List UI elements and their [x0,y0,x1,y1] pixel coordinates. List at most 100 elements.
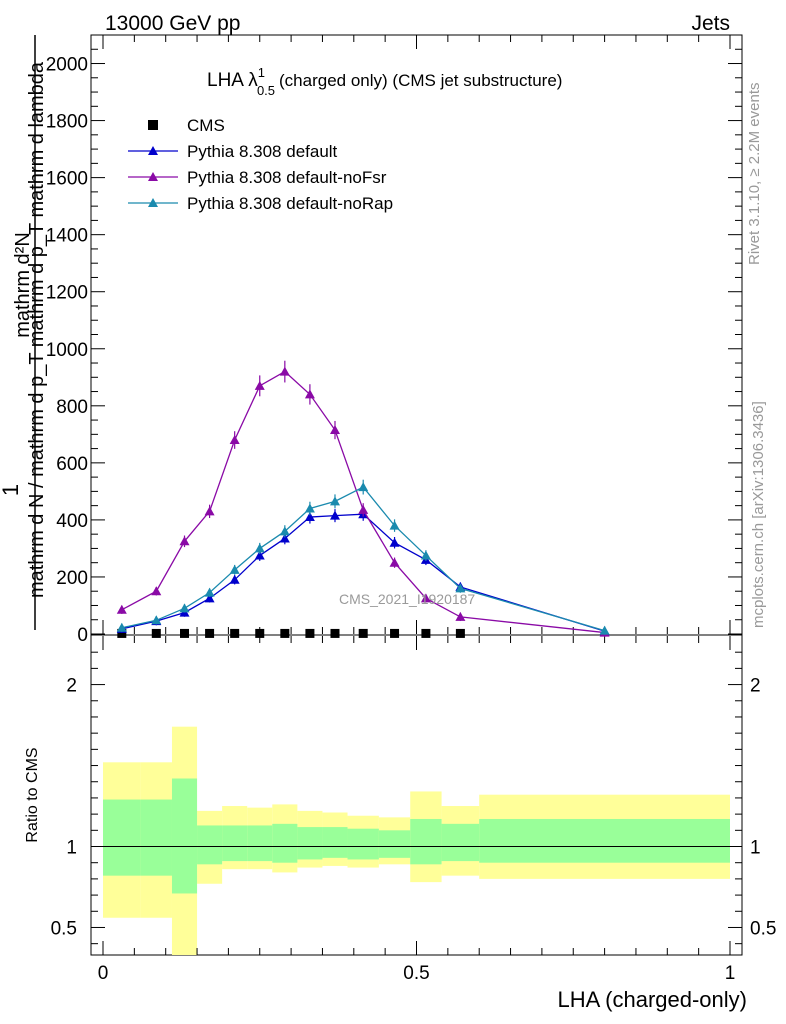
ratio-band-inner-bin [378,830,411,858]
cms-data-point [455,628,465,638]
cms-data-point [255,628,265,638]
ratio-y-tick-label: 0.5 [51,918,77,939]
triangle-marker [455,611,466,621]
y-tick-label: 1200 [46,283,88,304]
energy-label: 13000 GeV pp [105,12,240,35]
legend-label: CMS [187,116,225,135]
triangle-marker [304,503,315,513]
triangle-marker [329,425,340,435]
series-0 [117,628,465,638]
y-tick-label: 600 [56,454,88,475]
triangle-marker [151,586,162,596]
ratio-band-inner-bin [103,799,141,876]
triangle-marker [229,564,240,574]
triangle-marker [389,557,400,567]
series-1 [116,507,610,636]
triangle-marker [179,536,190,546]
series-line [121,370,605,634]
ratio-y-tick-label-right: 0.5 [750,918,776,939]
cms-data-point [358,628,368,638]
process-label: Jets [691,12,730,35]
triangle-marker [179,603,190,613]
ratio-y-tick-label-right: 2 [750,676,761,697]
legend-marker-triangle [148,198,158,207]
y-tick-label: 1400 [46,226,88,247]
legend-label: Pythia 8.308 default-noRap [187,194,393,213]
triangle-marker [229,435,240,445]
ratio-band-inner-bin [322,827,348,858]
cms-data-point [205,628,215,638]
triangle-marker [254,380,265,390]
ratio-band-inner-bin [410,818,442,865]
ratio-y-tick-label: 2 [66,676,77,697]
series-2 [116,360,610,637]
ratio-band-inner-bin [297,827,323,860]
ylabel-numerator: mathrm d²N [12,232,34,338]
ratio-band-inner-bin [247,825,273,862]
y-tick-label: 200 [56,568,88,589]
ratio-bands [103,726,730,955]
triangle-marker [279,366,290,376]
title-sub: 0.5 [257,83,275,98]
ratio-band-inner-bin [441,823,480,862]
y-tick-label: 1000 [46,340,88,361]
y-tick-label: 2000 [46,55,88,76]
ratio-axis-ticks: 0.5 0.5 1 1 2 2 0 0.5 1 [51,620,776,984]
cms-data-point [330,628,340,638]
series-3 [116,479,610,635]
legend-marker-square [148,120,158,130]
y-tick-label: 0 [77,625,88,646]
ratio-band-inner-bin [479,818,730,863]
triangle-marker [279,533,290,543]
series-layer [116,360,610,638]
cms-data-point [305,628,315,638]
triangle-marker [304,389,315,399]
ratio-y-tick-label: 1 [66,838,77,859]
y-axis-label: mathrm d²N 1 mathrm d N / mathrm d p_T m… [0,35,48,630]
y-tick-label: 800 [56,397,88,418]
ratio-band-inner-bin [140,799,172,876]
triangle-marker [204,593,215,603]
y-tick-label: 1600 [46,169,88,190]
cms-data-point [151,628,161,638]
triangle-marker [204,506,215,516]
triangle-marker [420,550,431,560]
x-tick-label: 0 [98,963,109,984]
ylabel-fraction-top: 1 [0,484,23,496]
ratio-band-inner-bin [171,778,198,894]
cms-data-point [180,628,190,638]
legend-marker-triangle [148,146,158,155]
ratio-band-inner-bin [272,823,298,863]
ratio-y-label: Ratio to CMS [24,747,41,842]
triangle-marker [304,512,315,522]
title-main: LHA λ [207,70,258,91]
watermark: CMS_2021_I1920187 [339,591,475,607]
x-axis-label: LHA (charged-only) [557,987,747,1012]
ratio-band-inner-bin [222,825,248,862]
legend-label: Pythia 8.308 default [187,142,338,161]
x-tick-label: 1 [725,963,736,984]
title-sup: 1 [258,65,265,80]
triangle-marker [254,543,265,553]
triangle-marker [329,496,340,506]
triangle-marker [279,526,290,536]
chart-title: LHA λ1 0.5 (charged only) (CMS jet substru… [207,65,562,98]
rivet-label: Rivet 3.1.10, ≥ 2.2M events [746,83,763,266]
triangle-marker [389,537,400,547]
triangle-marker [599,625,610,635]
ratio-band-inner-bin [197,825,223,865]
legend: CMS Pythia 8.308 default Pythia 8.308 defa… [128,116,393,213]
cms-data-point [390,628,400,638]
ratio-band-inner-bin [347,828,379,860]
legend-marker-triangle [148,172,158,181]
triangle-marker [420,593,431,603]
triangle-marker [329,510,340,520]
cms-data-point [280,628,290,638]
series-line [121,513,605,632]
triangle-marker [116,622,127,632]
triangle-marker [151,615,162,625]
legend-label: Pythia 8.308 default-noFsr [187,168,387,187]
ylabel-denominator: mathrm d N / mathrm d p_T mathrm d p_T m… [26,61,48,598]
triangle-marker [204,587,215,597]
x-tick-label: 0.5 [403,963,429,984]
